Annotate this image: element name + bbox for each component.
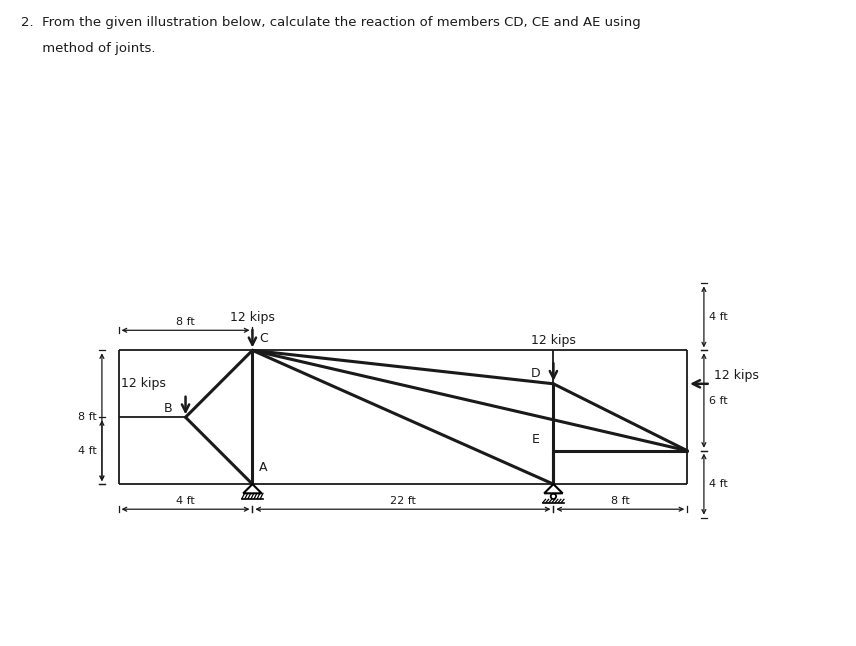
Text: 2.  From the given illustration below, calculate the reaction of members CD, CE : 2. From the given illustration below, ca…: [21, 16, 641, 29]
Text: 12 kips: 12 kips: [531, 334, 576, 347]
Text: 6 ft: 6 ft: [709, 395, 728, 406]
Text: 12 kips: 12 kips: [714, 369, 758, 382]
Text: method of joints.: method of joints.: [21, 42, 156, 55]
Text: 8 ft: 8 ft: [611, 496, 630, 506]
Text: 12 kips: 12 kips: [230, 311, 275, 324]
Text: 4 ft: 4 ft: [176, 496, 195, 506]
Text: D: D: [531, 368, 540, 380]
Text: A: A: [259, 461, 268, 474]
Text: 4 ft: 4 ft: [709, 479, 728, 489]
Text: C: C: [259, 332, 268, 346]
Polygon shape: [243, 484, 262, 494]
Text: E: E: [532, 433, 540, 446]
Text: 4 ft: 4 ft: [709, 312, 728, 322]
Text: 8 ft: 8 ft: [79, 412, 98, 422]
Text: 22 ft: 22 ft: [390, 496, 416, 506]
Text: B: B: [163, 402, 172, 415]
Text: 12 kips: 12 kips: [122, 377, 166, 390]
Polygon shape: [544, 484, 562, 494]
Text: 4 ft: 4 ft: [79, 446, 98, 455]
Text: 8 ft: 8 ft: [176, 317, 195, 327]
